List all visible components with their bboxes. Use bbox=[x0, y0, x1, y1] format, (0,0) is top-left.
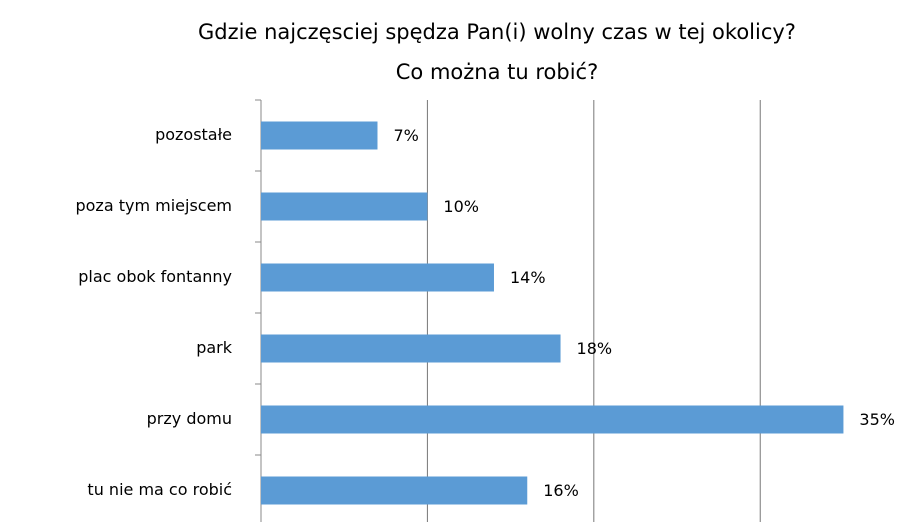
chart-title: Gdzie najczęsciej spędza Pan(i) wolny cz… bbox=[198, 20, 796, 44]
data-label: 14% bbox=[510, 268, 546, 287]
y-tick-label: przy domu bbox=[147, 409, 232, 428]
data-label: 16% bbox=[543, 481, 579, 500]
data-label: 7% bbox=[393, 126, 418, 145]
y-tick-label: pozostałe bbox=[155, 125, 232, 144]
bar bbox=[261, 476, 528, 505]
bar bbox=[261, 263, 494, 292]
data-label: 10% bbox=[443, 197, 479, 216]
y-tick-label: poza tym miejscem bbox=[75, 196, 232, 215]
y-tick-label: plac obok fontanny bbox=[78, 267, 232, 286]
chart-title: Co można tu robić? bbox=[396, 60, 598, 84]
data-label: 35% bbox=[859, 410, 895, 429]
bar bbox=[261, 405, 844, 434]
bar bbox=[261, 192, 428, 221]
bar bbox=[261, 121, 378, 150]
y-tick-label: park bbox=[196, 338, 233, 357]
y-tick-label: tu nie ma co robić bbox=[87, 480, 232, 499]
data-label: 18% bbox=[577, 339, 613, 358]
bar bbox=[261, 334, 561, 363]
